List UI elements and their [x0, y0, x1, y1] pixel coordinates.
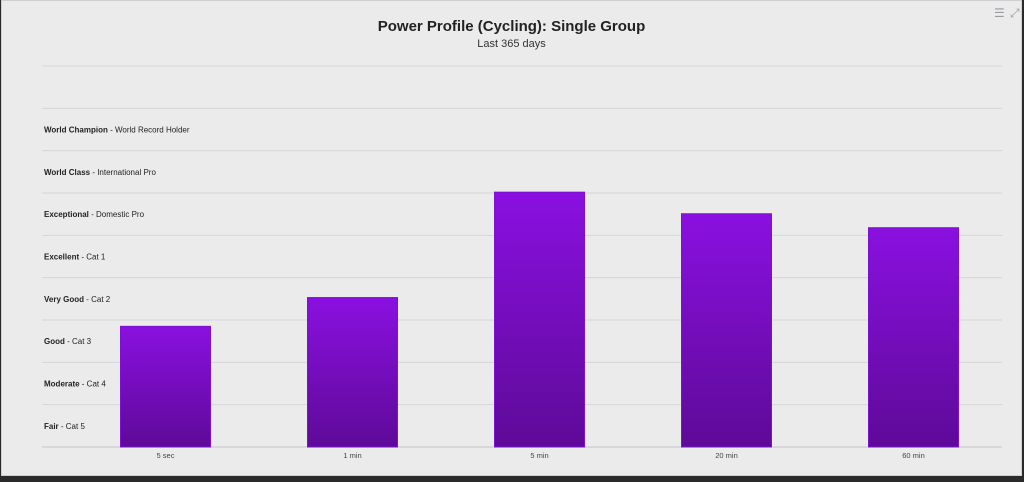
band-label: Excellent - Cat 1	[44, 253, 106, 262]
band-label: Moderate - Cat 4	[44, 380, 106, 389]
band-label: World Class - International Pro	[44, 168, 156, 177]
chart-subtitle: Last 365 days	[477, 38, 546, 50]
x-tick-label: 60 min	[902, 451, 925, 460]
x-tick-label: 5 sec	[157, 451, 175, 460]
bar[interactable]	[120, 325, 211, 448]
bar[interactable]	[494, 191, 585, 448]
bar[interactable]	[307, 297, 398, 448]
band-label: Good - Cat 3	[44, 337, 92, 346]
expand-icon[interactable]: ⤢	[1010, 6, 1020, 20]
chart-title: Power Profile (Cycling): Single Group	[377, 18, 646, 35]
x-tick-label: 5 min	[530, 451, 548, 460]
bar[interactable]	[681, 213, 772, 448]
band-label: Fair - Cat 5	[44, 422, 85, 431]
band-label: World Champion - World Record Holder	[44, 126, 190, 135]
x-tick-label: 20 min	[715, 451, 738, 460]
x-tick-label: 1 min	[343, 451, 361, 460]
menu-icon[interactable]: ☰	[994, 6, 1005, 20]
band-label: Very Good - Cat 2	[44, 295, 111, 304]
bar[interactable]	[868, 227, 959, 448]
band-label: Exceptional - Domestic Pro	[44, 210, 145, 219]
